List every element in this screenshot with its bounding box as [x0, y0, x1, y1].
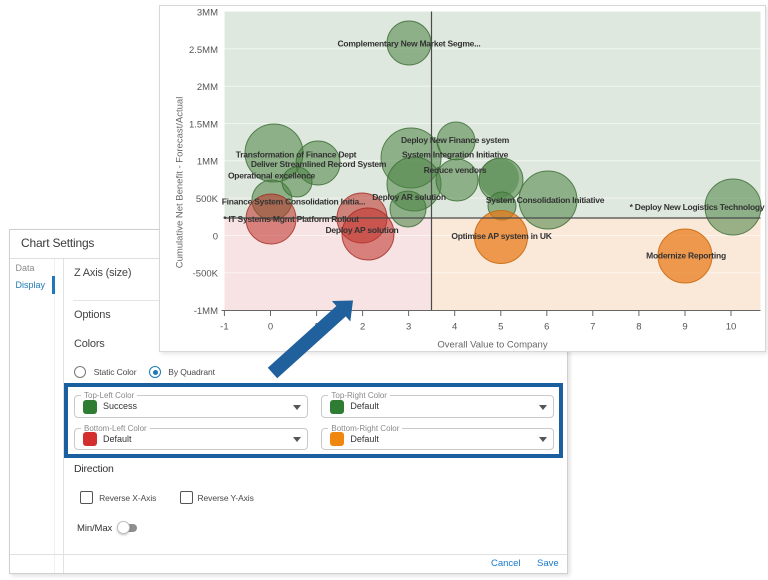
svg-text:Operational excellence: Operational excellence — [228, 171, 316, 181]
svg-text:Optimise AP system in UK: Optimise AP system in UK — [451, 231, 552, 241]
svg-text:Finance System Consolidation I: Finance System Consolidation Initia... — [222, 197, 366, 207]
svg-text:2MM: 2MM — [197, 82, 218, 93]
svg-text:1: 1 — [314, 322, 319, 333]
svg-text:3MM: 3MM — [197, 8, 218, 19]
svg-text:Cumulative Net Benefit - Forec: Cumulative Net Benefit - Forecast/Actual — [175, 97, 186, 269]
svg-text:1MM: 1MM — [197, 157, 218, 168]
svg-text:3: 3 — [406, 322, 411, 333]
svg-text:* IT Systems Mgmt Platform Rol: * IT Systems Mgmt Platform Rollout — [223, 214, 359, 224]
svg-text:4: 4 — [452, 322, 457, 333]
svg-text:System Integration Initiative: System Integration Initiative — [402, 150, 509, 160]
svg-text:Reduce vendors: Reduce vendors — [424, 165, 487, 175]
svg-text:Overall Value to Company: Overall Value to Company — [437, 340, 547, 351]
svg-text:8: 8 — [636, 322, 641, 333]
svg-text:-1: -1 — [220, 322, 228, 333]
svg-text:Deliver Streamlined Record Sys: Deliver Streamlined Record System — [251, 159, 387, 169]
svg-text:7: 7 — [590, 322, 595, 333]
svg-text:Deploy New Finance system: Deploy New Finance system — [401, 135, 510, 145]
svg-text:* Deploy New Logistics Technol: * Deploy New Logistics Technology — [630, 202, 765, 212]
svg-text:6: 6 — [544, 322, 549, 333]
svg-text:1.5MM: 1.5MM — [189, 119, 218, 130]
svg-text:Modernize Reporting: Modernize Reporting — [646, 251, 726, 261]
svg-text:0: 0 — [213, 231, 218, 242]
svg-text:Deploy AP solution: Deploy AP solution — [326, 225, 399, 235]
svg-text:5: 5 — [498, 322, 503, 333]
svg-text:2: 2 — [360, 322, 365, 333]
svg-text:0: 0 — [268, 322, 273, 333]
svg-text:500K: 500K — [196, 194, 219, 205]
svg-text:System Consolidation Initiativ: System Consolidation Initiative — [486, 195, 605, 205]
svg-text:-1MM: -1MM — [194, 306, 218, 317]
svg-text:10: 10 — [726, 322, 737, 333]
svg-text:Complementary New Market Segme: Complementary New Market Segme... — [338, 39, 481, 49]
svg-text:-500K: -500K — [193, 269, 219, 280]
svg-text:Deploy AR solution: Deploy AR solution — [372, 192, 446, 202]
svg-text:2.5MM: 2.5MM — [189, 45, 218, 56]
svg-text:Transformation of Finance Dept: Transformation of Finance Dept — [236, 150, 357, 160]
svg-text:9: 9 — [682, 322, 687, 333]
